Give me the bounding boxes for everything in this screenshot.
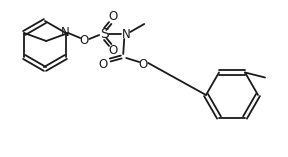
Text: O: O xyxy=(109,44,118,57)
Text: N: N xyxy=(60,27,69,40)
Text: O: O xyxy=(109,11,118,24)
Text: N: N xyxy=(122,27,130,41)
Text: S: S xyxy=(100,27,109,41)
Text: O: O xyxy=(98,57,108,70)
Text: O: O xyxy=(139,57,148,70)
Text: O: O xyxy=(79,33,89,46)
